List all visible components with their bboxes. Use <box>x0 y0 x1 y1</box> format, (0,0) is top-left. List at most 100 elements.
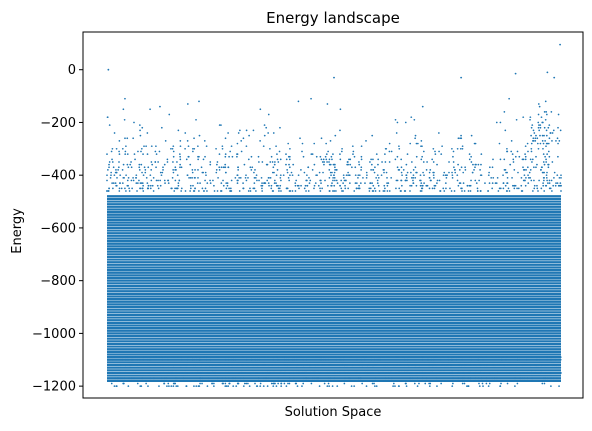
scatter-point <box>289 174 291 177</box>
scatter-point <box>114 374 116 377</box>
scatter-point <box>494 182 497 184</box>
scatter-point <box>319 155 322 158</box>
scatter-point <box>175 187 178 190</box>
scatter-point <box>245 174 247 177</box>
scatter-point <box>354 174 357 177</box>
scatter-point <box>513 361 516 364</box>
scatter-point <box>474 374 476 377</box>
scatter-point <box>237 361 239 364</box>
scatter-point <box>382 169 385 171</box>
scatter-point <box>381 161 383 163</box>
scatter-point <box>255 190 257 192</box>
scatter-point <box>504 184 507 187</box>
scatter-point <box>438 150 440 153</box>
scatter-point <box>339 108 342 111</box>
scatter-point <box>240 140 243 142</box>
scatter-point <box>130 361 133 364</box>
scatter-point <box>452 161 455 163</box>
scatter-point <box>139 182 142 184</box>
scatter-point <box>228 382 231 385</box>
scatter-point <box>299 364 302 366</box>
scatter-point <box>378 356 381 358</box>
scatter-point <box>418 382 420 385</box>
scatter-point <box>151 163 154 166</box>
scatter-point <box>470 161 473 163</box>
scatter-point <box>240 369 243 372</box>
scatter-point <box>463 190 466 192</box>
scatter-point <box>494 366 496 369</box>
scatter-point <box>131 377 133 380</box>
scatter-point <box>452 356 455 358</box>
scatter-point <box>163 382 166 385</box>
scatter-point <box>164 377 166 380</box>
y-tick-label: −400 <box>40 169 76 184</box>
scatter-point <box>447 356 450 358</box>
scatter-point <box>231 155 234 158</box>
scatter-point <box>359 182 362 184</box>
scatter-point <box>127 361 129 364</box>
scatter-point <box>306 364 308 366</box>
scatter-point <box>526 361 529 364</box>
scatter-point <box>179 155 181 158</box>
scatter-point <box>176 385 179 387</box>
scatter-point <box>334 372 336 374</box>
scatter-point <box>409 372 412 374</box>
scatter-point <box>517 187 520 190</box>
scatter-point <box>159 105 161 108</box>
scatter-point <box>225 385 228 387</box>
scatter-point <box>432 174 435 177</box>
scatter-point <box>344 377 346 380</box>
scatter-point <box>323 163 325 166</box>
scatter-point <box>448 361 451 364</box>
scatter-point <box>196 369 199 372</box>
scatter-point <box>411 372 414 374</box>
scatter-point <box>400 361 402 364</box>
scatter-point <box>344 372 347 374</box>
scatter-point <box>403 366 406 369</box>
scatter-point <box>143 356 146 358</box>
scatter-point <box>441 361 444 364</box>
scatter-point <box>469 361 472 364</box>
scatter-point <box>327 184 329 187</box>
scatter-point <box>204 179 206 182</box>
scatter-point <box>172 145 175 148</box>
scatter-point <box>319 356 322 358</box>
scatter-point <box>108 187 110 190</box>
scatter-point <box>476 358 479 361</box>
scatter-point <box>553 76 556 79</box>
scatter-point <box>257 155 260 158</box>
scatter-point <box>310 153 313 155</box>
scatter-point <box>538 129 541 132</box>
scatter-point <box>350 385 353 387</box>
scatter-point <box>302 374 304 377</box>
scatter-point <box>304 184 307 187</box>
scatter-point <box>479 190 482 192</box>
scatter-point <box>201 187 204 190</box>
scatter-point <box>553 380 556 382</box>
scatter-point <box>309 364 311 366</box>
scatter-point <box>193 358 195 361</box>
scatter-point <box>108 163 110 166</box>
scatter-point <box>273 182 276 184</box>
scatter-point <box>358 366 361 369</box>
scatter-point <box>248 361 250 364</box>
scatter-point <box>511 184 514 187</box>
scatter-point <box>543 366 546 369</box>
scatter-point <box>314 366 317 369</box>
scatter-point <box>510 150 513 153</box>
scatter-point <box>114 364 117 366</box>
scatter-point <box>541 134 544 137</box>
scatter-point <box>115 184 118 187</box>
scatter-point <box>510 380 513 382</box>
scatter-point <box>206 182 209 184</box>
scatter-point <box>221 145 224 148</box>
scatter-point <box>170 369 172 372</box>
scatter-point <box>541 364 544 366</box>
scatter-point <box>403 358 406 361</box>
scatter-point <box>234 176 237 179</box>
scatter-point <box>378 190 381 192</box>
scatter-point <box>499 385 502 387</box>
scatter-point <box>383 184 386 187</box>
scatter-point <box>189 190 191 192</box>
scatter-point <box>362 361 365 364</box>
